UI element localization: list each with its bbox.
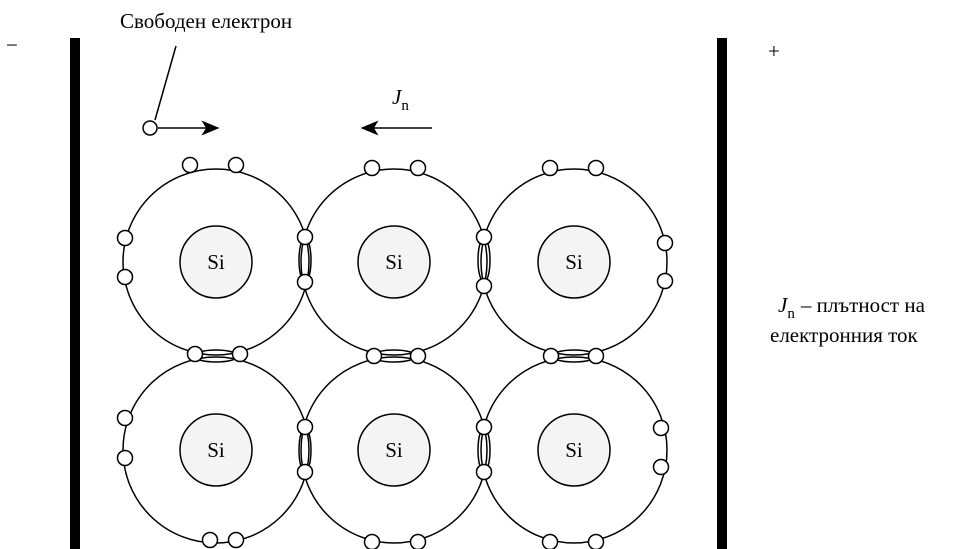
electron: [587, 347, 605, 365]
electron: [296, 463, 314, 481]
electron: [409, 347, 427, 365]
electron: [186, 345, 204, 363]
electron: [227, 531, 245, 549]
lattice: Si Si Si Si Si Si: [116, 156, 674, 549]
legend-text: – плътност на: [800, 293, 926, 317]
electron: [227, 156, 245, 174]
legend-line1: Jn – плътност на: [778, 293, 926, 322]
nucleus: [179, 413, 253, 487]
legend-symbol: J: [778, 293, 789, 317]
symbol-main: J: [392, 85, 403, 109]
electron: [542, 347, 560, 365]
electron: [116, 409, 134, 427]
minus-sign: −: [6, 33, 18, 57]
atom-label: Si: [207, 250, 225, 274]
electron: [541, 159, 559, 177]
electron: [231, 345, 249, 363]
orbit: [122, 168, 310, 356]
electron: [296, 418, 314, 436]
legend-line2: електронния ток: [770, 323, 919, 347]
nucleus: [179, 225, 253, 299]
plus-sign: +: [768, 39, 780, 63]
atom-label: Si: [207, 438, 225, 462]
electron: [541, 533, 559, 549]
electron: [116, 229, 134, 247]
negative-electrode: [70, 38, 80, 549]
orbit: [480, 168, 668, 356]
free-electron-label: Свободен електрон: [120, 9, 292, 33]
electron: [587, 533, 605, 549]
electron: [409, 533, 427, 549]
electron: [652, 458, 670, 476]
label-pointer: [154, 45, 177, 121]
legend-sub: n: [787, 306, 795, 322]
electron: [296, 228, 314, 246]
atom-label: Si: [385, 438, 403, 462]
electron: [365, 347, 383, 365]
orbit: [300, 356, 488, 544]
electron: [116, 268, 134, 286]
atom-label: Si: [385, 250, 403, 274]
electron: [475, 228, 493, 246]
electron: [201, 531, 219, 549]
electron: [409, 159, 427, 177]
atom-label: Si: [565, 438, 583, 462]
electron: [181, 156, 199, 174]
electron: [363, 533, 381, 549]
electron: [475, 418, 493, 436]
electron: [652, 419, 670, 437]
electron: [475, 463, 493, 481]
electron: [656, 272, 674, 290]
current-symbol: Jn: [392, 85, 409, 114]
atom-label: Si: [565, 250, 583, 274]
electron: [296, 273, 314, 291]
electron: [475, 277, 493, 295]
electron: [587, 159, 605, 177]
nucleus: [537, 225, 611, 299]
orbit: [300, 168, 488, 356]
free-electron: [142, 120, 158, 136]
nucleus: [357, 413, 431, 487]
electron: [363, 159, 381, 177]
nucleus: [537, 413, 611, 487]
nucleus: [357, 225, 431, 299]
symbol-sub: n: [401, 98, 409, 114]
orbit: [480, 356, 668, 544]
electron: [116, 449, 134, 467]
electron: [656, 234, 674, 252]
positive-electrode: [717, 38, 727, 549]
